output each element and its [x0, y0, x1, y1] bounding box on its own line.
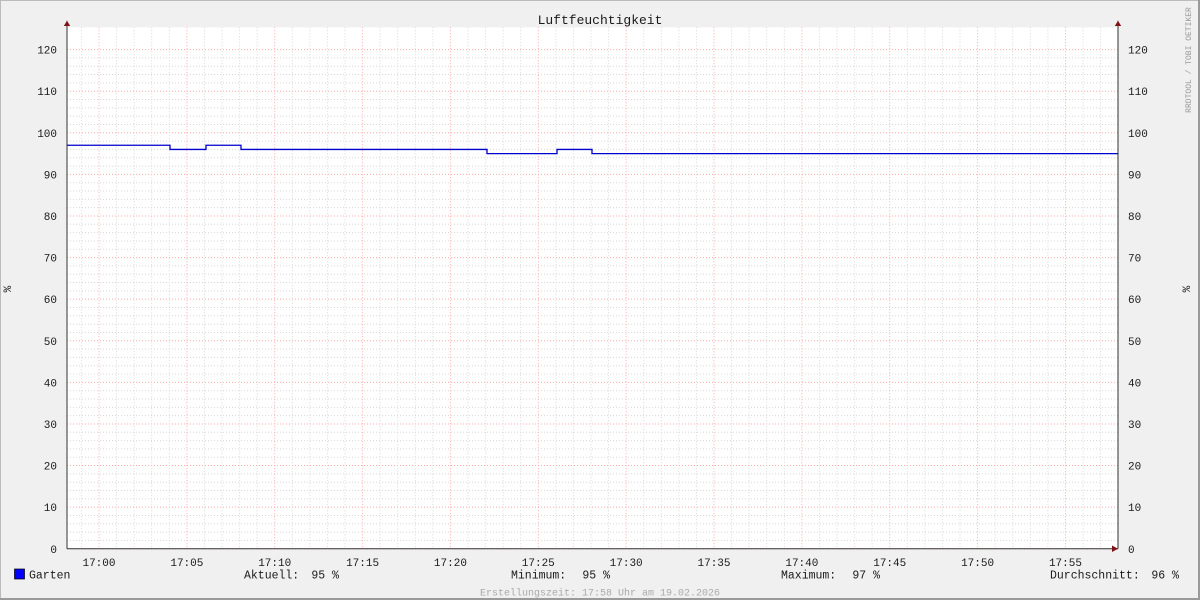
svg-text:80: 80	[1128, 212, 1141, 224]
svg-text:120: 120	[37, 46, 57, 58]
svg-text:30: 30	[44, 420, 57, 432]
svg-text:17:30: 17:30	[610, 558, 643, 570]
svg-text:17:00: 17:00	[82, 558, 115, 570]
svg-text:17:50: 17:50	[961, 558, 994, 570]
svg-text:100: 100	[1128, 129, 1148, 141]
svg-text:17:20: 17:20	[434, 558, 467, 570]
svg-text:17:45: 17:45	[873, 558, 906, 570]
svg-text:Luftfeuchtigkeit: Luftfeuchtigkeit	[538, 13, 663, 28]
svg-text:17:10: 17:10	[258, 558, 291, 570]
svg-text:96 %: 96 %	[1151, 570, 1179, 583]
svg-text:50: 50	[1128, 337, 1141, 349]
svg-text:17:05: 17:05	[170, 558, 203, 570]
svg-text:60: 60	[44, 295, 57, 307]
svg-text:110: 110	[1128, 87, 1148, 99]
svg-text:Garten: Garten	[29, 570, 70, 583]
svg-text:RRDTOOL / TOBI OETIKER: RRDTOOL / TOBI OETIKER	[1185, 7, 1194, 113]
svg-text:%: %	[1182, 285, 1194, 292]
svg-text:20: 20	[1128, 462, 1141, 474]
svg-text:%: %	[3, 285, 15, 292]
svg-text:40: 40	[44, 378, 57, 390]
svg-text:17:35: 17:35	[698, 558, 731, 570]
svg-text:20: 20	[44, 462, 57, 474]
svg-text:17:15: 17:15	[346, 558, 379, 570]
svg-text:40: 40	[1128, 378, 1141, 390]
svg-text:Maximum:: Maximum:	[781, 570, 836, 583]
svg-text:97 %: 97 %	[852, 570, 880, 583]
svg-text:70: 70	[44, 254, 57, 266]
svg-text:17:25: 17:25	[522, 558, 555, 570]
svg-text:95 %: 95 %	[582, 570, 610, 583]
svg-text:110: 110	[37, 87, 57, 99]
svg-text:Durchschnitt:: Durchschnitt:	[1050, 570, 1140, 583]
svg-text:95 %: 95 %	[311, 570, 339, 583]
svg-text:Minimum:: Minimum:	[511, 570, 566, 583]
svg-text:Erstellungszeit: 17:58 Uhr am: Erstellungszeit: 17:58 Uhr am 19.02.2026	[480, 588, 720, 600]
svg-text:10: 10	[1128, 503, 1141, 515]
svg-text:120: 120	[1128, 46, 1148, 58]
svg-text:90: 90	[44, 170, 57, 182]
svg-text:90: 90	[1128, 170, 1141, 182]
svg-text:100: 100	[37, 129, 57, 141]
svg-text:0: 0	[50, 545, 57, 557]
svg-text:17:40: 17:40	[785, 558, 818, 570]
svg-text:70: 70	[1128, 254, 1141, 266]
svg-text:30: 30	[1128, 420, 1141, 432]
svg-text:60: 60	[1128, 295, 1141, 307]
svg-text:0: 0	[1128, 545, 1135, 557]
svg-text:Aktuell:: Aktuell:	[244, 570, 299, 583]
svg-text:80: 80	[44, 212, 57, 224]
svg-text:10: 10	[44, 503, 57, 515]
svg-text:17:55: 17:55	[1049, 558, 1082, 570]
svg-text:50: 50	[44, 337, 57, 349]
